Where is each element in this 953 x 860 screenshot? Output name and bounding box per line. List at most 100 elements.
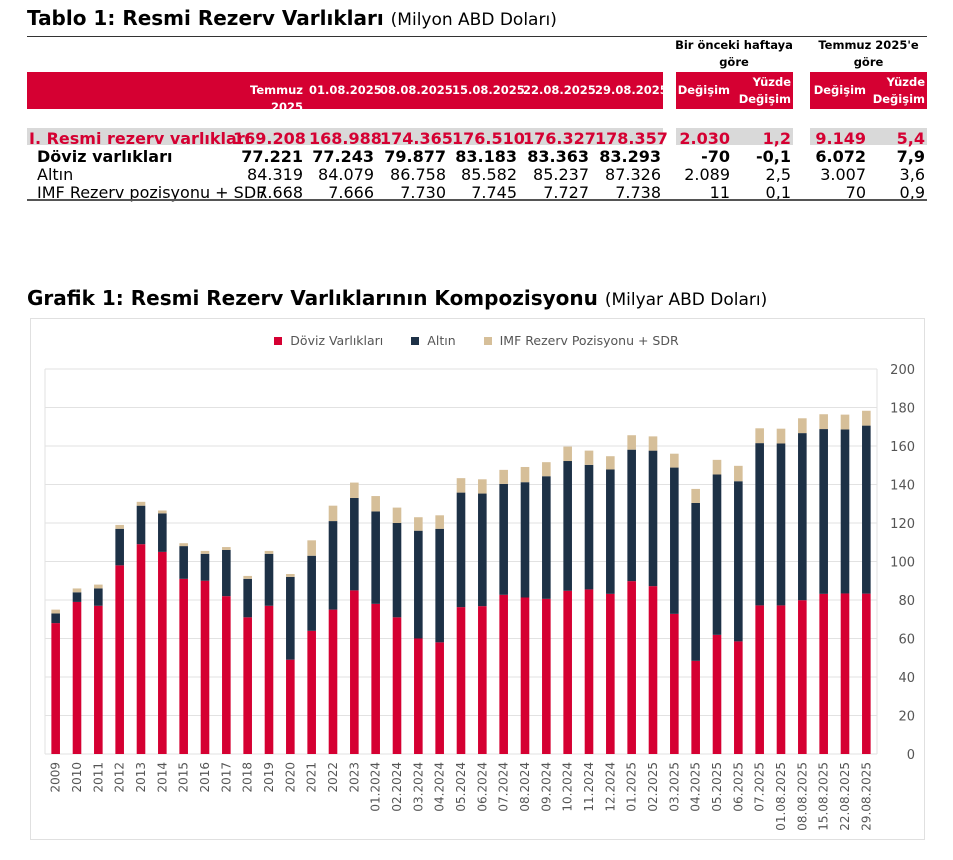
- bar-segment-imf: [819, 414, 828, 430]
- bar-segment-altin: [72, 592, 82, 602]
- bar-segment-imf: [371, 496, 380, 512]
- bar-segment-imf: [542, 462, 551, 477]
- table-cell: 176.510: [452, 129, 525, 148]
- x-tick-label: 2023: [347, 762, 361, 793]
- bar-segment-altin: [712, 474, 722, 635]
- column-header: Değişim: [677, 83, 730, 97]
- table-cell: 9.149: [815, 129, 866, 148]
- bar-segment-altin: [136, 505, 146, 545]
- table-cell: 86.758: [390, 165, 446, 184]
- table-cell: 7.730: [400, 183, 446, 202]
- bar-segment-altin: [222, 549, 231, 597]
- bar-segment-imf: [776, 428, 786, 444]
- table-unit: (Milyon ABD Doları): [390, 10, 557, 30]
- bar-segment-doviz: [627, 581, 636, 754]
- column-header: Yüzde Değişim: [738, 75, 791, 106]
- bar-segment-altin: [563, 461, 572, 591]
- bar-segment-altin: [670, 467, 679, 614]
- bar-segment-imf: [499, 469, 508, 484]
- bar-segment-doviz: [115, 565, 124, 754]
- x-tick-label: 09.2024: [539, 762, 553, 812]
- legend-label: Altın: [427, 333, 456, 348]
- x-tick-label: 2009: [49, 762, 63, 793]
- bar-segment-doviz: [371, 603, 380, 754]
- x-tick-label: 01.2024: [369, 762, 383, 812]
- table-cell: -70: [701, 147, 730, 166]
- chart-title-text: Grafik 1: Resmi Rezerv Varlıklarının Kom…: [27, 286, 598, 310]
- bar-segment-imf: [648, 436, 658, 451]
- bar-segment-altin: [542, 476, 551, 599]
- table-cell: 83.183: [455, 147, 517, 166]
- bar-segment-altin: [819, 429, 828, 594]
- x-tick-label: 01.08.2025: [774, 762, 788, 831]
- table-cell: 174.365: [380, 129, 453, 148]
- bar-segment-altin: [840, 429, 850, 594]
- table-cell: 168.988: [309, 129, 382, 148]
- column-header: 08.08.2025: [380, 83, 453, 97]
- table-cell: -0,1: [756, 147, 791, 166]
- y-tick-label: 0: [907, 748, 915, 763]
- bar-segment-doviz: [776, 605, 786, 754]
- bar-segment-altin: [94, 588, 103, 606]
- bar-segment-altin: [115, 528, 124, 566]
- reserve-table: Bir önceki haftaya göre Temmuz 2025'e gör…: [27, 36, 927, 202]
- column-header: 22.08.2025: [523, 83, 596, 97]
- bar-segment-imf: [243, 575, 252, 579]
- header-band: [676, 72, 793, 109]
- bar-segment-altin: [798, 433, 807, 601]
- bar-segment-altin: [606, 469, 615, 594]
- bar-segment-doviz: [584, 589, 594, 754]
- bar-segment-doviz: [328, 609, 338, 754]
- x-tick-label: 03.2025: [667, 762, 681, 812]
- bar-segment-altin: [350, 497, 359, 591]
- bar-segment-imf: [264, 550, 274, 554]
- x-tick-label: 2012: [113, 762, 127, 793]
- x-tick-label: 2021: [305, 762, 319, 793]
- x-tick-label: 2018: [241, 762, 255, 793]
- x-tick-label: 12.2024: [603, 762, 617, 812]
- bar-segment-altin: [243, 578, 252, 618]
- bar-segment-doviz: [606, 593, 615, 754]
- bar-segment-doviz: [840, 593, 850, 754]
- table-cell: 77.221: [241, 147, 303, 166]
- x-tick-label: 08.08.2025: [795, 762, 809, 831]
- bar-segment-altin: [499, 483, 508, 595]
- y-tick-label: 180: [890, 402, 915, 417]
- bar-segment-doviz: [862, 593, 871, 754]
- x-tick-label: 05.2025: [710, 762, 724, 812]
- table-cell: 178.357: [595, 129, 668, 148]
- bar-segment-altin: [862, 425, 871, 594]
- bar-segment-doviz: [734, 641, 743, 754]
- row-label: Altın: [37, 165, 74, 184]
- y-tick-label: 200: [890, 363, 915, 378]
- chart-title: Grafik 1: Resmi Rezerv Varlıklarının Kom…: [27, 286, 767, 310]
- table-cell: 6.072: [815, 147, 866, 166]
- bar-segment-altin: [691, 502, 700, 661]
- table-cell: 176.327: [523, 129, 596, 148]
- x-tick-label: 2022: [326, 762, 340, 793]
- bar-segment-doviz: [499, 594, 508, 754]
- bar-segment-imf: [414, 517, 423, 531]
- x-tick-label: 03.2024: [411, 762, 425, 812]
- bar-segment-imf: [392, 507, 402, 523]
- bar-segment-imf: [456, 478, 466, 493]
- x-tick-label: 2013: [134, 762, 148, 793]
- column-header: 15.08.2025: [452, 83, 525, 97]
- legend-swatch: [411, 337, 420, 345]
- bar-segment-doviz: [350, 590, 359, 754]
- x-tick-label: 04.2025: [689, 762, 703, 812]
- table-cell: 3,6: [899, 165, 925, 184]
- bar-segment-altin: [51, 613, 60, 624]
- table-cell: 85.582: [461, 165, 517, 184]
- table-cell: 0,9: [899, 183, 925, 202]
- bar-segment-imf: [606, 456, 615, 470]
- bar-segment-imf: [691, 488, 700, 503]
- total-row-bg: [27, 128, 663, 145]
- column-header: 29.08.2025: [595, 83, 668, 97]
- bar-segment-imf: [478, 479, 487, 494]
- bar-segment-imf: [51, 609, 60, 614]
- bar-segment-doviz: [136, 544, 146, 754]
- table-cell: 85.237: [533, 165, 589, 184]
- x-tick-label: 02.2024: [390, 762, 404, 812]
- bar-segment-altin: [435, 528, 444, 643]
